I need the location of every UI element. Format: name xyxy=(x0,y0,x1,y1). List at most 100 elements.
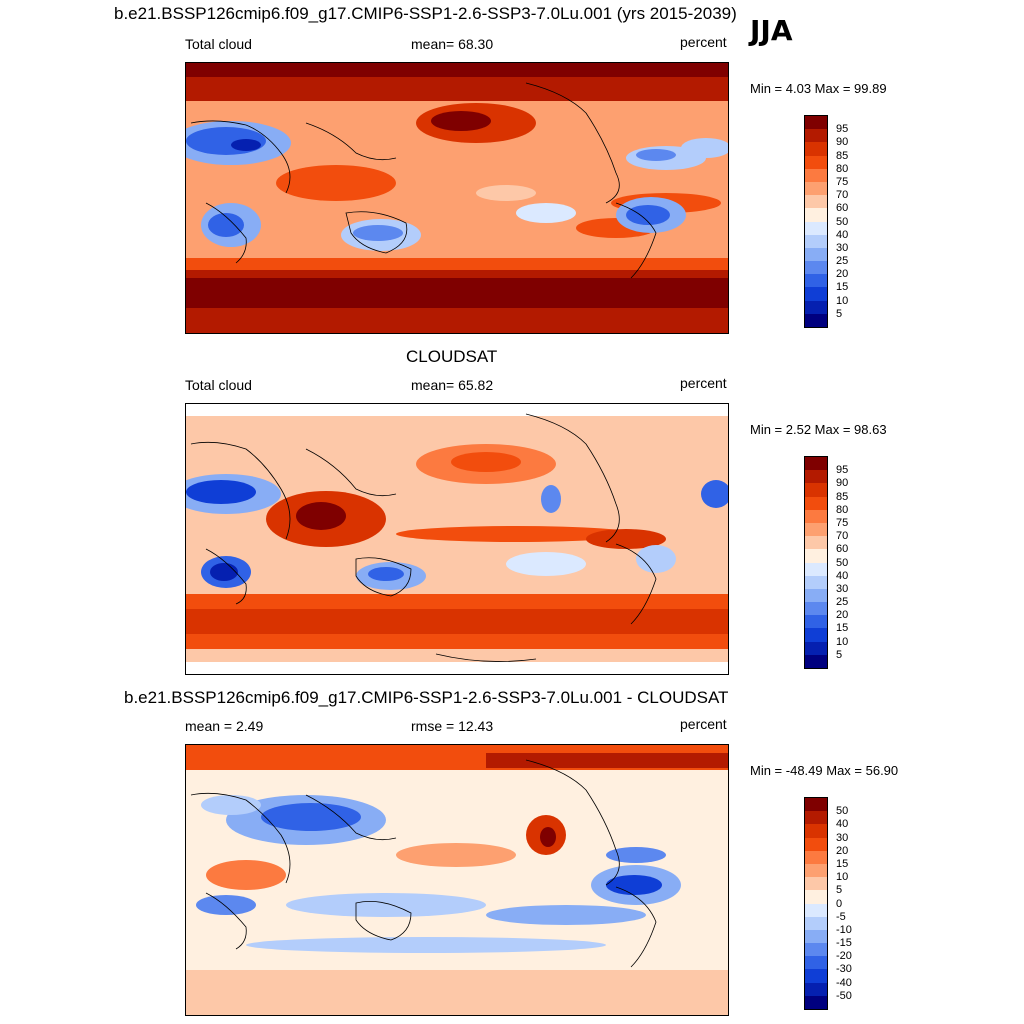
panel-1-map-svg xyxy=(186,63,728,333)
panel-1-mean-label: mean= 68.30 xyxy=(411,36,494,52)
panel-3-map xyxy=(185,744,729,1016)
colorbar-tick-label: 50 xyxy=(836,556,849,569)
colorbar-tick-label: 10 xyxy=(836,294,849,307)
colorbar-tick-label: 50 xyxy=(836,215,849,228)
colorbar-tick-label: -50 xyxy=(836,989,852,1002)
colorbar-tick-label: 20 xyxy=(836,609,849,622)
colorbar-tick-label: 50 xyxy=(836,805,849,818)
panel-1-units-label: percent xyxy=(680,34,727,50)
panel-2-minmax: Min = 2.52 Max = 98.63 xyxy=(750,422,887,437)
colorbar-tick-label: -10 xyxy=(836,923,852,936)
panel-2-colorbar xyxy=(804,456,828,669)
colorbar-swatch xyxy=(805,641,827,655)
colorbar-swatch xyxy=(805,903,827,917)
panel-2-variable-label: Total cloud xyxy=(185,377,252,393)
colorbar-swatch xyxy=(805,274,827,288)
colorbar-swatch xyxy=(805,496,827,510)
colorbar-swatch xyxy=(805,824,827,838)
colorbar-tick-label: 25 xyxy=(836,596,849,609)
colorbar-swatch xyxy=(805,483,827,497)
colorbar-tick-label: 20 xyxy=(836,844,849,857)
colorbar-swatch xyxy=(805,116,827,130)
panel-1-map xyxy=(185,62,729,334)
colorbar-swatch xyxy=(805,602,827,616)
colorbar-swatch xyxy=(805,261,827,275)
colorbar-tick-label: -30 xyxy=(836,963,852,976)
colorbar-swatch xyxy=(805,300,827,314)
colorbar-tick-label: 85 xyxy=(836,149,849,162)
colorbar-tick-label: 30 xyxy=(836,241,849,254)
colorbar-swatch xyxy=(805,615,827,629)
colorbar-swatch xyxy=(805,654,827,668)
colorbar-swatch xyxy=(805,155,827,169)
colorbar-tick-label: 10 xyxy=(836,871,849,884)
colorbar-swatch xyxy=(805,798,827,812)
colorbar-swatch xyxy=(805,247,827,262)
season-label: JJA xyxy=(750,14,793,47)
colorbar-swatch xyxy=(805,536,827,550)
colorbar-tick-label: 40 xyxy=(836,569,849,582)
colorbar-tick-label: 25 xyxy=(836,255,849,268)
colorbar-swatch xyxy=(805,588,827,603)
panel-2-title: CLOUDSAT xyxy=(406,347,498,366)
colorbar-tick-label: 20 xyxy=(836,268,849,281)
panel-3-title: b.e21.BSSP126cmip6.f09_g17.CMIP6-SSP1-2.… xyxy=(124,688,729,707)
colorbar-tick-label: 75 xyxy=(836,516,849,529)
colorbar-swatch xyxy=(805,850,827,864)
colorbar-tick-label: 5 xyxy=(836,884,843,897)
colorbar-tick-label: 0 xyxy=(836,897,843,910)
colorbar-swatch xyxy=(805,929,827,944)
colorbar-tick-label: -5 xyxy=(836,910,846,923)
panel-1-variable-label: Total cloud xyxy=(185,36,252,52)
colorbar-swatch xyxy=(805,208,827,222)
panel-3-units-label: percent xyxy=(680,716,727,732)
panel-1-colorbar xyxy=(804,115,828,328)
colorbar-tick-label: -20 xyxy=(836,950,852,963)
colorbar-tick-label: 15 xyxy=(836,622,849,635)
colorbar-swatch xyxy=(805,457,827,471)
colorbar-swatch xyxy=(805,969,827,983)
colorbar-swatch xyxy=(805,628,827,642)
panel-3-rmse-label: rmse = 12.43 xyxy=(411,718,494,734)
colorbar-swatch xyxy=(805,982,827,996)
colorbar-swatch xyxy=(805,956,827,970)
colorbar-tick-label: 40 xyxy=(836,228,849,241)
colorbar-swatch xyxy=(805,313,827,327)
colorbar-swatch xyxy=(805,562,827,576)
colorbar-swatch xyxy=(805,287,827,301)
colorbar-tick-label: 15 xyxy=(836,281,849,294)
colorbar-tick-label: 75 xyxy=(836,175,849,188)
colorbar-tick-label: 95 xyxy=(836,464,849,477)
colorbar-swatch xyxy=(805,470,827,484)
colorbar-swatch xyxy=(805,129,827,143)
colorbar-swatch xyxy=(805,522,827,537)
colorbar-swatch xyxy=(805,142,827,156)
colorbar-swatch xyxy=(805,195,827,209)
colorbar-swatch xyxy=(805,837,827,851)
colorbar-swatch xyxy=(805,168,827,182)
panel-3-minmax: Min = -48.49 Max = 56.90 xyxy=(750,763,899,778)
colorbar-tick-label: 90 xyxy=(836,477,849,490)
colorbar-swatch xyxy=(805,575,827,589)
colorbar-swatch xyxy=(805,181,827,196)
colorbar-swatch xyxy=(805,811,827,825)
colorbar-swatch xyxy=(805,549,827,563)
colorbar-swatch xyxy=(805,916,827,930)
colorbar-tick-label: 30 xyxy=(836,582,849,595)
panel-1-title: b.e21.BSSP126cmip6.f09_g17.CMIP6-SSP1-2.… xyxy=(114,4,737,23)
panel-2-map xyxy=(185,403,729,675)
colorbar-swatch xyxy=(805,877,827,891)
colorbar-tick-label: 60 xyxy=(836,543,849,556)
colorbar-swatch xyxy=(805,995,827,1009)
panel-1-minmax: Min = 4.03 Max = 99.89 xyxy=(750,81,887,96)
colorbar-swatch xyxy=(805,221,827,235)
colorbar-tick-label: 70 xyxy=(836,189,849,202)
colorbar-swatch xyxy=(805,863,827,878)
colorbar-swatch xyxy=(805,234,827,248)
panel-3-mean-label: mean = 2.49 xyxy=(185,718,264,734)
colorbar-swatch xyxy=(805,890,827,904)
colorbar-tick-label: 5 xyxy=(836,307,843,320)
colorbar-tick-label: -15 xyxy=(836,937,852,950)
colorbar-tick-label: 95 xyxy=(836,123,849,136)
panel-2-map-svg xyxy=(186,404,728,674)
